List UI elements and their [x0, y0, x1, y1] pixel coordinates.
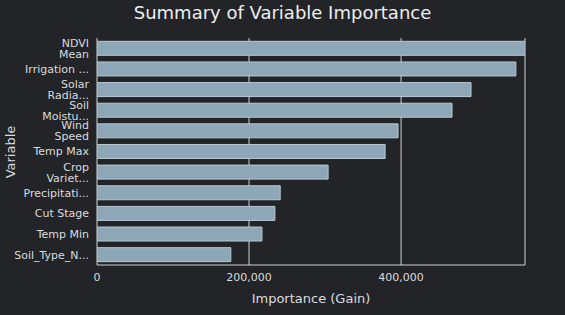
svg-text:200,000: 200,000	[226, 271, 272, 284]
svg-text:400,000: 400,000	[378, 271, 424, 284]
svg-text:Importance (Gain): Importance (Gain)	[252, 291, 371, 306]
svg-text:0: 0	[94, 271, 101, 284]
html-text:Radia...: Radia...	[47, 89, 89, 102]
svg-text:WindSpeed: WindSpeed	[55, 119, 89, 143]
html-text:Soil: Soil	[69, 98, 89, 112]
svg-text:Soil_Type_N...: Soil_Type_N...	[14, 249, 89, 262]
svg-text:Cut Stage: Cut Stage	[35, 207, 89, 220]
svg-text:Irrigation ...: Irrigation ...	[25, 63, 89, 76]
html-text:Solar: Solar	[61, 78, 89, 91]
svg-text:Precipitati...: Precipitati...	[23, 187, 89, 200]
svg-text:Temp Max: Temp Max	[32, 145, 89, 158]
html-text:Summary of Variable Importance: Summary of Variable Importance	[133, 2, 432, 23]
html-text:Moistu...: Moistu...	[42, 109, 89, 123]
svg-text:Temp Min: Temp Min	[36, 228, 89, 241]
svg-text:NDVIMean: NDVIMean	[59, 37, 89, 61]
html-text:Variable: Variable	[2, 125, 18, 179]
svg-text:CropVariet...: CropVariet...	[46, 161, 89, 185]
